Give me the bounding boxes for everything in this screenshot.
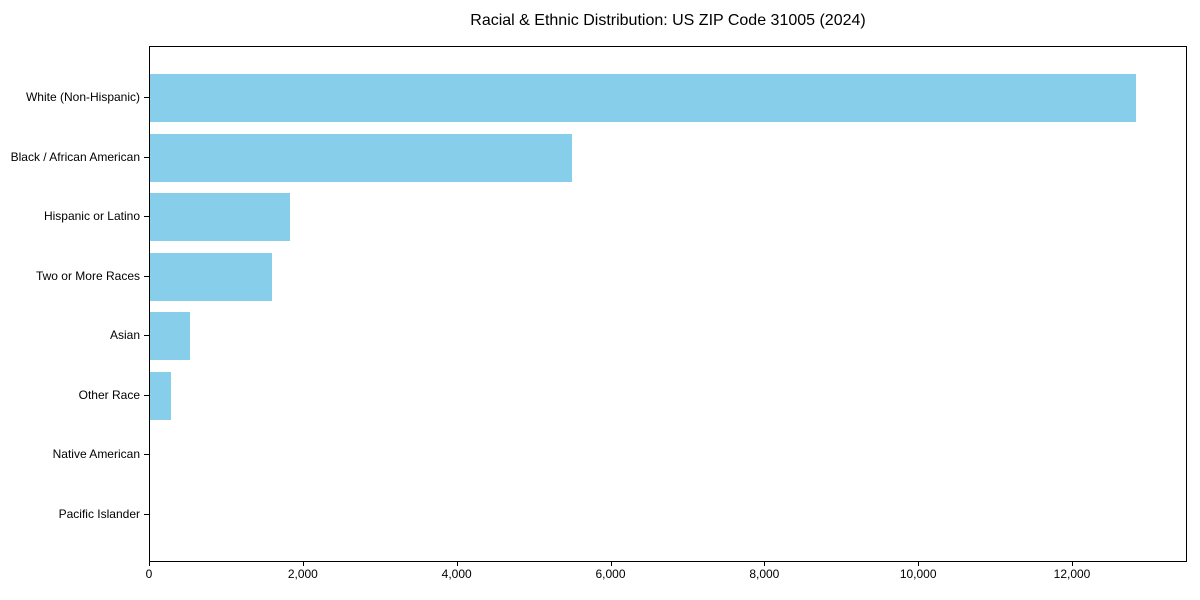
- bar: [150, 193, 290, 241]
- y-tick-label: White (Non-Hispanic): [25, 90, 140, 104]
- x-tick-label: 12,000: [1053, 567, 1091, 581]
- bar: [150, 133, 572, 182]
- x-axis-tick: [918, 562, 920, 566]
- x-axis-tick: [610, 562, 612, 566]
- y-axis-tick: [144, 513, 149, 515]
- x-tick-label: 2,000: [287, 567, 318, 581]
- y-axis-tick: [144, 394, 149, 396]
- y-axis-tick: [144, 156, 149, 158]
- y-tick-label: Pacific Islander: [58, 506, 140, 521]
- x-tick-label: 10,000: [899, 567, 937, 581]
- y-tick-label: Asian: [109, 328, 140, 342]
- bar: [150, 312, 190, 360]
- y-axis-tick: [144, 216, 149, 217]
- x-axis-tick: [456, 562, 458, 566]
- x-axis-tick: [1072, 562, 1073, 566]
- y-axis-tick: [144, 97, 149, 98]
- x-axis-tick: [302, 562, 304, 566]
- bar: [150, 252, 272, 301]
- bar: [150, 74, 1137, 122]
- x-tick-label: 0: [145, 567, 153, 581]
- y-axis-tick: [144, 275, 149, 277]
- x-axis-tick: [149, 562, 150, 566]
- chart-title: Racial & Ethnic Distribution: US ZIP Cod…: [470, 12, 866, 29]
- x-tick-label: 6,000: [595, 567, 626, 581]
- plot-area: [149, 46, 1187, 562]
- y-tick-label: Other Race: [78, 387, 140, 402]
- y-axis-tick: [144, 454, 149, 455]
- y-tick-label: Two or More Races: [35, 268, 140, 283]
- x-tick-label: 4,000: [441, 567, 472, 581]
- y-axis-tick: [144, 335, 149, 336]
- x-tick-label: 8,000: [749, 567, 780, 581]
- x-axis-tick: [764, 562, 766, 566]
- y-tick-label: Hispanic or Latino: [43, 209, 140, 223]
- y-tick-label: Native American: [52, 447, 140, 461]
- bar: [150, 371, 172, 420]
- y-tick-label: Black / African American: [10, 149, 140, 164]
